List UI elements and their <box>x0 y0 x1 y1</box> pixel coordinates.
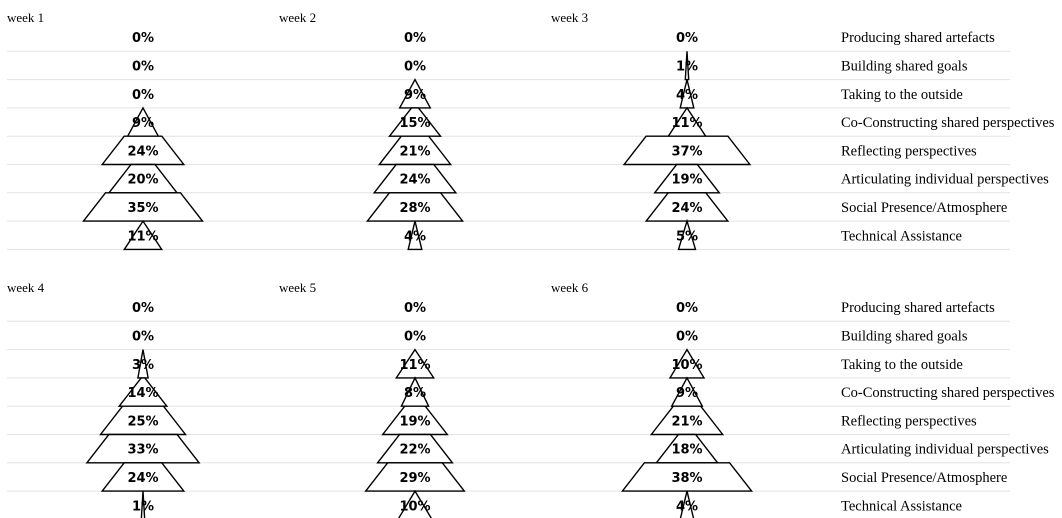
value-label: 11% <box>399 358 430 373</box>
value-label: 37% <box>671 144 702 159</box>
value-label: 0% <box>676 329 698 344</box>
category-label: Co-Constructing shared perspectives <box>841 115 1055 131</box>
category-label: Technical Assistance <box>841 228 962 244</box>
panel-title: week 6 <box>551 280 589 295</box>
pyramid-segment <box>644 192 730 222</box>
panel-title: week 3 <box>551 10 588 25</box>
value-label: 9% <box>404 88 426 103</box>
value-label: 9% <box>676 386 698 401</box>
pyramid-segment <box>377 135 453 166</box>
value-label: 24% <box>399 173 430 188</box>
value-label: 0% <box>132 31 154 46</box>
value-label: 0% <box>676 301 698 316</box>
pyramid-segment <box>365 192 465 222</box>
value-label: 4% <box>404 229 426 244</box>
pyramid-segment <box>381 405 449 436</box>
value-label: 0% <box>676 31 698 46</box>
pyramid-segment <box>649 405 725 436</box>
category-label: Producing shared artefacts <box>841 30 995 46</box>
panel-title: week 5 <box>279 280 316 295</box>
pyramid-segment <box>82 192 204 222</box>
value-label: 21% <box>399 144 430 159</box>
value-label: 0% <box>404 31 426 46</box>
value-label: 35% <box>127 201 158 216</box>
pyramid-segment <box>620 462 754 492</box>
value-label: 0% <box>404 329 426 344</box>
pyramid-segment <box>388 107 442 137</box>
pyramid-segment <box>364 462 466 492</box>
value-label: 33% <box>127 443 158 458</box>
category-label: Co-Constructing shared perspectives <box>841 385 1055 401</box>
category-label: Taking to the outside <box>841 357 963 373</box>
value-label: 0% <box>132 59 154 74</box>
pyramid-segment <box>372 163 458 194</box>
value-label: 0% <box>132 301 154 316</box>
category-label: Reflecting perspectives <box>841 413 977 429</box>
category-label: Reflecting perspectives <box>841 143 977 159</box>
category-label: Building shared goals <box>841 58 968 74</box>
panel-title: week 1 <box>7 10 44 25</box>
category-label: Technical Assistance <box>841 498 962 514</box>
value-label: 5% <box>676 229 698 244</box>
value-label: 24% <box>127 144 158 159</box>
pyramid-segment <box>376 433 454 464</box>
value-label: 0% <box>404 301 426 316</box>
value-label: 19% <box>399 414 430 429</box>
value-label: 29% <box>399 471 430 486</box>
category-label: Taking to the outside <box>841 87 963 103</box>
value-label: 11% <box>127 229 158 244</box>
value-label: 18% <box>671 443 702 458</box>
category-label: Social Presence/Atmosphere <box>841 470 1007 486</box>
pyramid-segment <box>100 135 186 166</box>
category-label: Articulating individual perspectives <box>841 442 1049 458</box>
pyramid-segment <box>398 489 432 518</box>
value-label: 25% <box>127 414 158 429</box>
value-label: 11% <box>671 116 702 131</box>
value-label: 4% <box>676 88 698 103</box>
pyramid-segment <box>407 220 423 251</box>
pyramid-segment <box>85 433 201 464</box>
value-label: 0% <box>404 59 426 74</box>
value-label: 10% <box>399 499 430 514</box>
panel-title: week 2 <box>279 10 316 25</box>
pyramid-segment <box>140 491 146 518</box>
value-label: 4% <box>676 499 698 514</box>
value-label: 1% <box>676 59 698 74</box>
pyramid-segment <box>122 219 164 251</box>
value-label: 24% <box>671 201 702 216</box>
value-label: 24% <box>127 471 158 486</box>
value-label: 22% <box>399 443 430 458</box>
pyramid-segment <box>653 163 721 194</box>
value-label: 20% <box>127 173 158 188</box>
value-label: 19% <box>671 173 702 188</box>
pyramid-segment <box>100 462 186 492</box>
pyramid-segment <box>99 405 187 436</box>
value-label: 14% <box>127 386 158 401</box>
pyramid-segment <box>677 218 697 251</box>
value-label: 38% <box>671 471 702 486</box>
value-label: 1% <box>132 499 154 514</box>
pyramid-segment <box>117 377 169 407</box>
value-label: 21% <box>671 414 702 429</box>
category-label: Social Presence/Atmosphere <box>841 200 1007 216</box>
value-label: 10% <box>671 358 702 373</box>
category-label: Producing shared artefacts <box>841 300 995 316</box>
panel-title: week 4 <box>7 280 45 295</box>
pyramid-segment <box>622 135 752 166</box>
value-label: 15% <box>399 116 430 131</box>
value-label: 9% <box>132 116 154 131</box>
value-label: 0% <box>132 329 154 344</box>
pyramid-segment <box>679 490 695 518</box>
value-label: 3% <box>132 358 154 373</box>
category-label: Building shared goals <box>841 328 968 344</box>
value-label: 28% <box>399 201 430 216</box>
value-label: 8% <box>404 386 426 401</box>
value-label: 0% <box>132 88 154 103</box>
category-label: Articulating individual perspectives <box>841 172 1049 188</box>
